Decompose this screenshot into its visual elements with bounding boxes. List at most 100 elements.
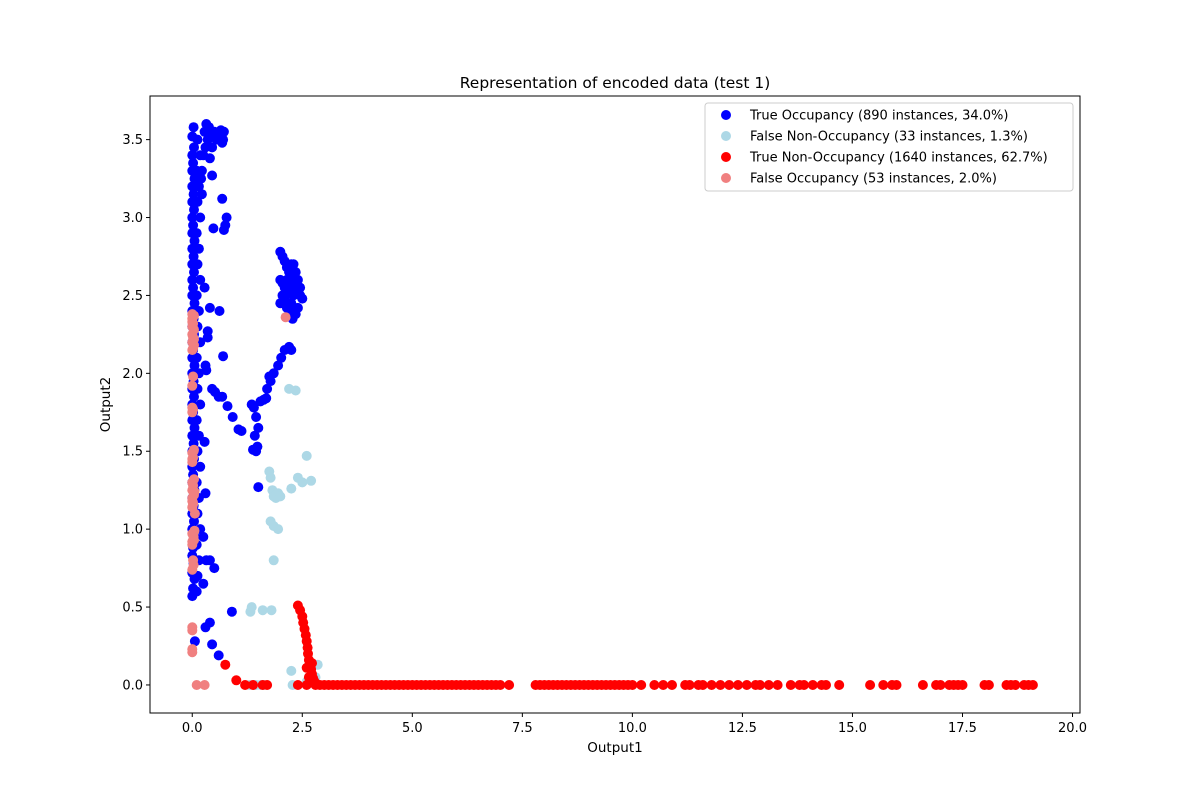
point-true-occupancy (191, 228, 202, 239)
points-layer (187, 119, 1038, 690)
legend-marker-true-non-occupancy (721, 152, 731, 162)
point-true-occupancy (193, 181, 204, 192)
point-true-occupancy (192, 259, 203, 270)
point-false-non-occupancy (257, 605, 268, 616)
point-true-occupancy (253, 482, 264, 493)
point-true-non-occupancy (807, 680, 818, 690)
point-true-occupancy (200, 488, 211, 499)
x-tick-label: 5.0 (402, 721, 423, 736)
point-true-occupancy (188, 251, 199, 262)
point-true-occupancy (226, 606, 237, 617)
point-true-occupancy (196, 165, 207, 176)
point-true-occupancy (295, 282, 306, 293)
point-true-non-occupancy (658, 680, 669, 690)
point-false-occupancy (187, 644, 198, 655)
point-true-non-occupancy (649, 680, 660, 690)
legend-label-false-occupancy: False Occupancy (53 instances, 2.0%) (750, 172, 997, 187)
point-true-occupancy (251, 412, 262, 422)
point-true-occupancy (280, 299, 291, 310)
point-false-non-occupancy (306, 475, 317, 486)
point-true-occupancy (249, 430, 260, 441)
point-true-non-occupancy (755, 680, 765, 690)
point-true-occupancy (195, 212, 206, 223)
point-true-occupancy (207, 639, 218, 650)
point-true-non-occupancy (821, 680, 831, 690)
point-true-occupancy (292, 302, 303, 313)
point-true-non-occupancy (706, 680, 717, 690)
point-true-occupancy (236, 426, 247, 436)
point-true-non-occupancy (865, 680, 876, 690)
point-false-non-occupancy (273, 524, 284, 535)
point-true-occupancy (220, 220, 231, 231)
point-true-occupancy (222, 401, 233, 412)
x-tick-label: 12.5 (728, 721, 757, 736)
point-true-occupancy (297, 293, 308, 304)
point-true-occupancy (253, 422, 264, 433)
point-true-occupancy (188, 282, 199, 293)
point-true-occupancy (204, 153, 215, 164)
point-true-occupancy (217, 193, 228, 204)
point-true-non-occupancy (878, 680, 889, 690)
point-true-occupancy (189, 142, 199, 153)
point-true-occupancy (199, 282, 210, 293)
point-true-occupancy (198, 531, 209, 542)
point-true-occupancy (204, 555, 215, 566)
y-tick-label: 2.5 (122, 289, 143, 304)
y-tick-label: 1.0 (122, 523, 143, 538)
point-false-occupancy (187, 536, 198, 547)
point-true-occupancy (196, 189, 207, 200)
y-axis-label: Output2 (98, 377, 114, 432)
point-false-occupancy (187, 496, 198, 507)
point-true-non-occupancy (301, 662, 312, 673)
point-true-non-occupancy (697, 680, 708, 690)
point-true-occupancy (195, 399, 206, 410)
point-true-occupancy (227, 412, 238, 422)
point-false-occupancy (189, 486, 200, 497)
point-true-non-occupancy (627, 680, 638, 690)
x-tick-label: 17.5 (948, 721, 977, 736)
point-true-non-occupancy (917, 680, 928, 690)
point-true-occupancy (214, 306, 225, 316)
point-false-occupancy (187, 622, 198, 633)
point-true-non-occupancy (667, 680, 677, 690)
point-false-occupancy (187, 309, 198, 320)
point-true-occupancy (276, 352, 287, 363)
point-true-non-occupancy (983, 680, 994, 690)
point-true-non-occupancy (248, 680, 258, 690)
point-true-occupancy (217, 137, 228, 148)
point-true-occupancy (262, 383, 273, 394)
x-axis-label: Output1 (587, 740, 642, 756)
point-false-non-occupancy (301, 450, 312, 461)
point-false-occupancy (188, 371, 199, 382)
point-true-occupancy (195, 274, 206, 285)
point-true-occupancy (195, 461, 206, 472)
point-true-occupancy (207, 170, 218, 181)
point-false-occupancy (188, 560, 199, 570)
series-true-non-occupancy (220, 600, 1038, 690)
legend-marker-false-non-occupancy (721, 131, 731, 141)
point-true-occupancy (204, 302, 215, 313)
point-true-non-occupancy (303, 672, 314, 683)
point-true-occupancy (193, 243, 204, 254)
point-true-non-occupancy (240, 680, 251, 690)
point-true-non-occupancy (763, 680, 774, 690)
point-true-occupancy (192, 134, 203, 145)
point-true-non-occupancy (957, 680, 968, 690)
point-false-occupancy (189, 474, 199, 485)
point-true-occupancy (202, 332, 213, 343)
chart-title: Representation of encoded data (test 1) (460, 74, 771, 92)
point-true-occupancy (213, 650, 224, 661)
point-true-occupancy (286, 345, 297, 355)
legend-label-true-occupancy: True Occupancy (890 instances, 34.0%) (749, 109, 1008, 124)
point-true-occupancy (188, 189, 199, 200)
point-false-non-occupancy (246, 602, 257, 613)
point-false-non-occupancy (297, 477, 308, 488)
point-true-non-occupancy (772, 680, 783, 690)
point-true-non-occupancy (733, 680, 743, 690)
point-false-non-occupancy (268, 555, 279, 566)
y-tick-label: 2.0 (122, 367, 143, 382)
point-true-non-occupancy (834, 680, 845, 690)
point-true-occupancy (288, 259, 299, 270)
point-true-occupancy (189, 235, 200, 246)
